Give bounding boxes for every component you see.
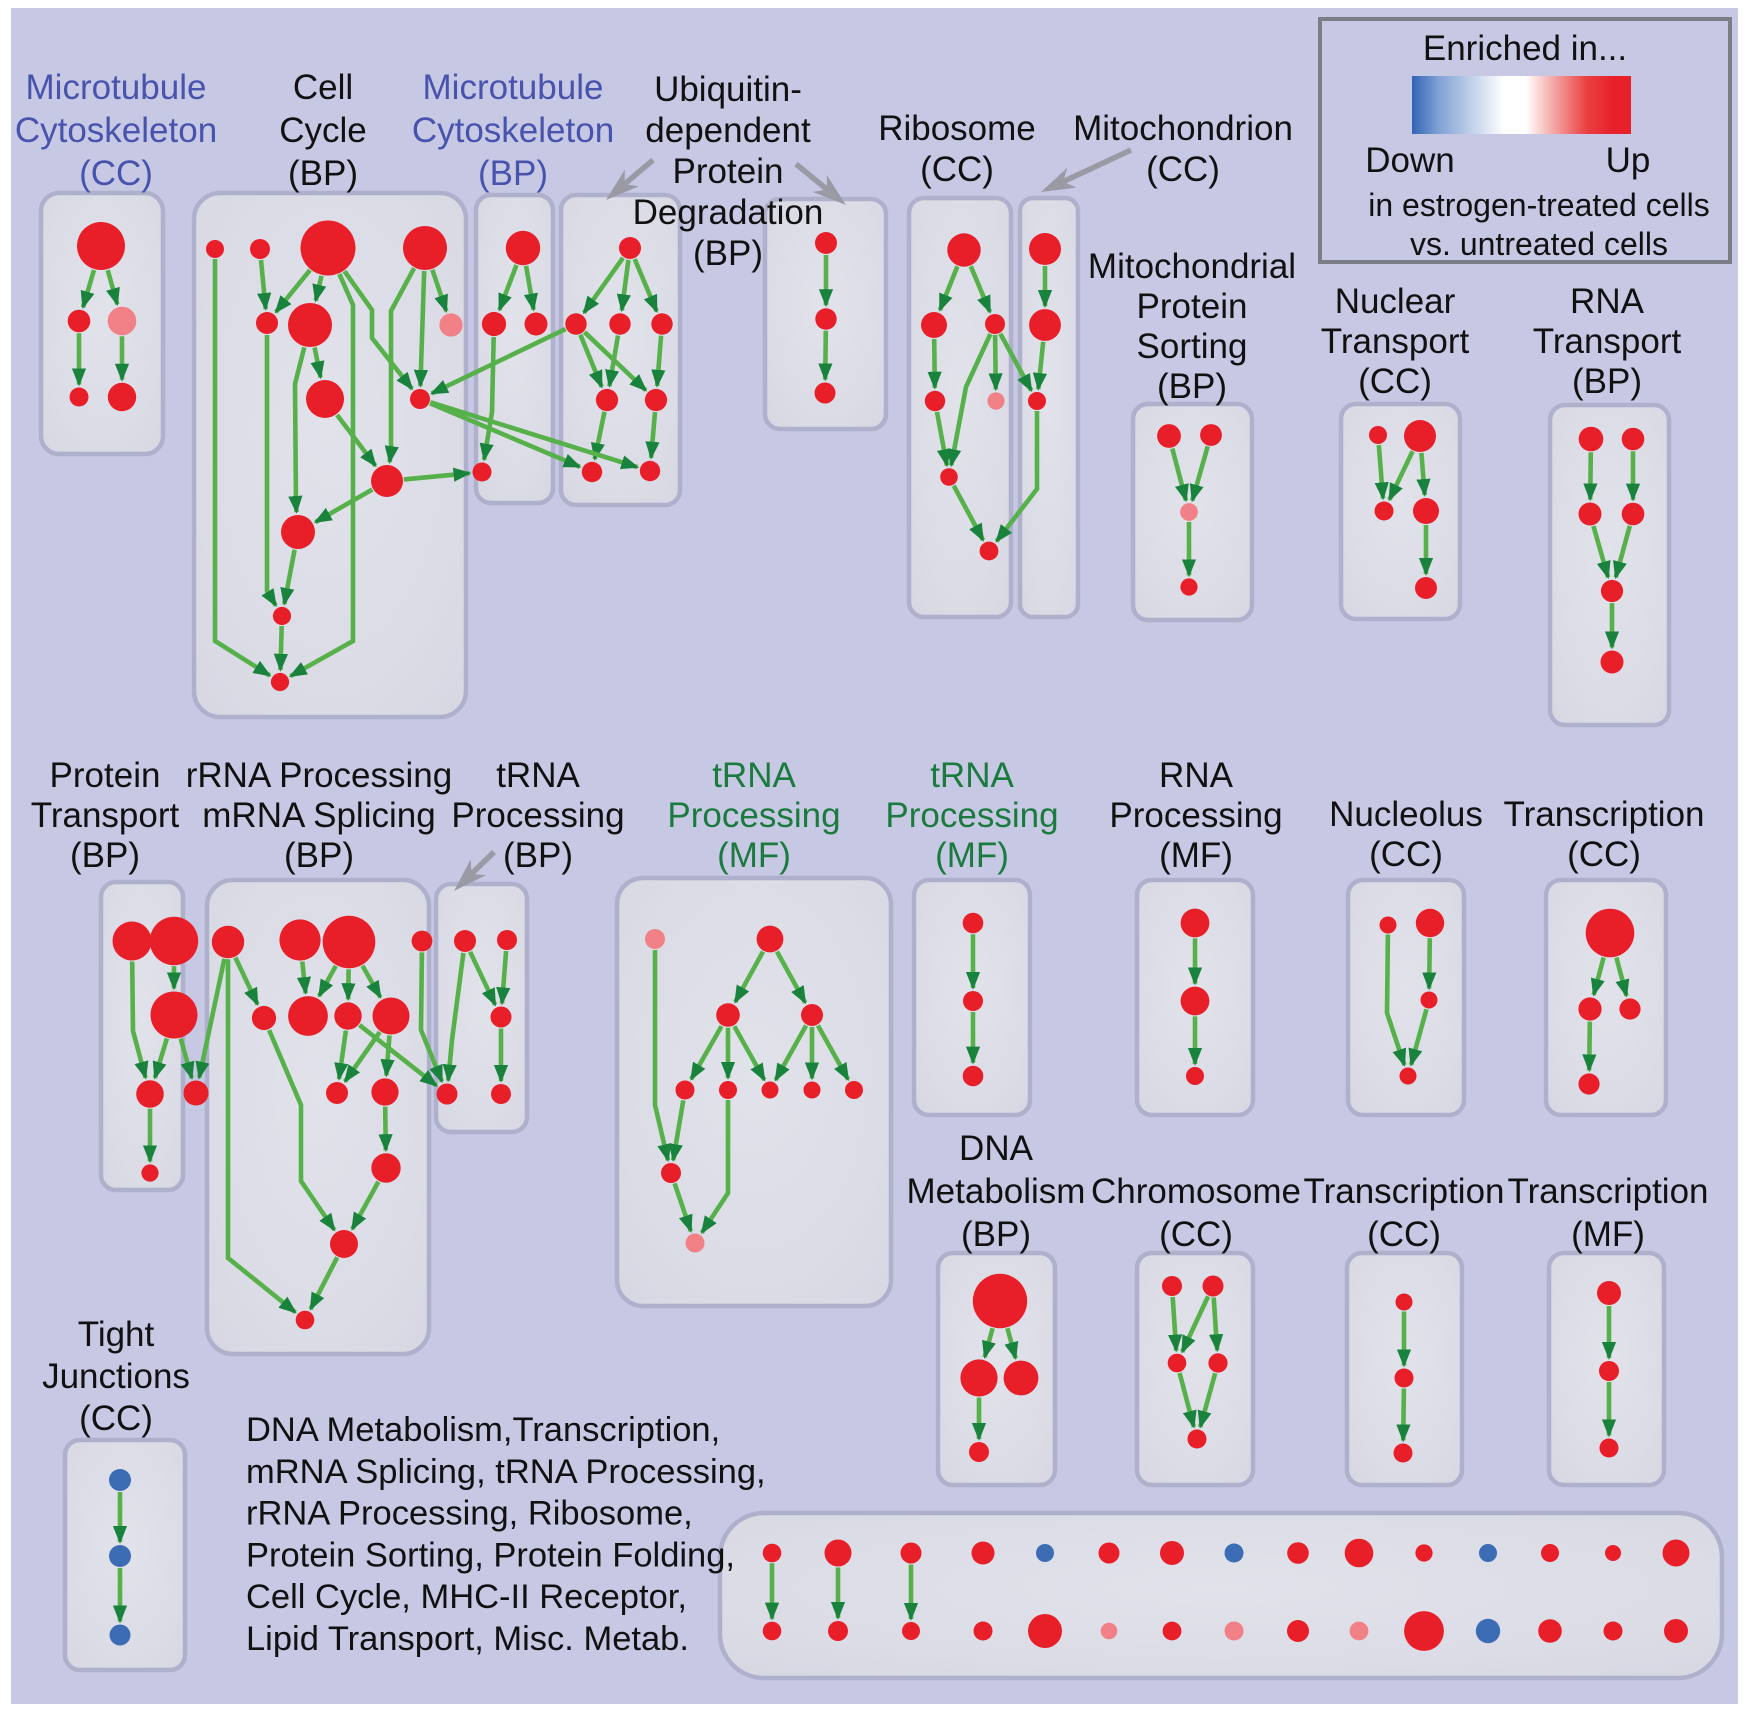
svg-text:rRNA Processing: rRNA Processing: [186, 756, 452, 795]
svg-text:(CC): (CC): [920, 150, 994, 189]
svg-text:Junctions: Junctions: [42, 1357, 190, 1396]
svg-text:Microtubule: Microtubule: [26, 68, 207, 107]
svg-text:DNA Metabolism,Transcription,: DNA Metabolism,Transcription,: [246, 1411, 720, 1449]
svg-text:Transcription: Transcription: [1504, 795, 1705, 834]
svg-text:Sorting: Sorting: [1137, 327, 1248, 366]
svg-text:(BP): (BP): [288, 154, 358, 193]
svg-text:(CC): (CC): [1369, 835, 1443, 874]
svg-text:(MF): (MF): [1159, 836, 1233, 875]
svg-text:Enriched in...: Enriched in...: [1423, 29, 1627, 68]
svg-text:Processing: Processing: [451, 796, 624, 835]
svg-text:Chromosome: Chromosome: [1091, 1172, 1301, 1211]
svg-text:Protein: Protein: [50, 756, 161, 795]
svg-text:dependent: dependent: [645, 111, 811, 150]
svg-text:mRNA Splicing: mRNA Splicing: [202, 796, 435, 835]
svg-text:DNA: DNA: [959, 1129, 1034, 1168]
svg-text:Mitochondrial: Mitochondrial: [1088, 247, 1296, 286]
svg-text:Cell: Cell: [293, 68, 353, 107]
svg-text:(CC): (CC): [1146, 150, 1220, 189]
svg-text:(BP): (BP): [284, 836, 354, 875]
svg-text:Transcription: Transcription: [1304, 1172, 1505, 1211]
svg-text:Down: Down: [1365, 141, 1454, 180]
svg-text:Processing: Processing: [667, 796, 840, 835]
svg-text:in estrogen-treated cells: in estrogen-treated cells: [1368, 187, 1710, 223]
svg-text:Degradation: Degradation: [633, 193, 824, 232]
svg-text:Processing: Processing: [1109, 796, 1282, 835]
svg-text:(CC): (CC): [79, 154, 153, 193]
svg-text:Protein Sorting, Protein Foldi: Protein Sorting, Protein Folding,: [246, 1536, 735, 1574]
svg-text:mRNA Splicing, tRNA Processing: mRNA Splicing, tRNA Processing,: [246, 1453, 766, 1491]
svg-text:(MF): (MF): [1571, 1215, 1645, 1254]
svg-text:RNA: RNA: [1570, 282, 1645, 321]
svg-text:Cell Cycle, MHC-II Receptor,: Cell Cycle, MHC-II Receptor,: [246, 1578, 687, 1616]
svg-text:(CC): (CC): [1367, 1215, 1441, 1254]
svg-text:Processing: Processing: [885, 796, 1058, 835]
svg-text:Protein: Protein: [673, 152, 784, 191]
svg-text:Microtubule: Microtubule: [423, 68, 604, 107]
svg-text:(CC): (CC): [1567, 835, 1641, 874]
svg-text:Protein: Protein: [1137, 287, 1248, 326]
svg-text:(MF): (MF): [717, 836, 791, 875]
svg-text:Transport: Transport: [1321, 322, 1470, 361]
svg-text:Transport: Transport: [31, 796, 180, 835]
svg-text:(CC): (CC): [79, 1399, 153, 1438]
svg-text:(BP): (BP): [70, 836, 140, 875]
svg-text:Cycle: Cycle: [279, 111, 367, 150]
svg-text:Transcription: Transcription: [1508, 1172, 1709, 1211]
svg-text:(BP): (BP): [1572, 362, 1642, 401]
svg-text:(CC): (CC): [1358, 362, 1432, 401]
svg-text:(MF): (MF): [935, 836, 1009, 875]
svg-text:tRNA: tRNA: [496, 756, 580, 795]
svg-text:(BP): (BP): [693, 234, 763, 273]
svg-text:RNA: RNA: [1159, 756, 1234, 795]
svg-text:Up: Up: [1606, 141, 1651, 180]
svg-text:Mitochondrion: Mitochondrion: [1073, 109, 1293, 148]
svg-text:Ubiquitin-: Ubiquitin-: [654, 70, 802, 109]
svg-text:(BP): (BP): [961, 1215, 1031, 1254]
svg-text:Cytoskeleton: Cytoskeleton: [15, 111, 217, 150]
svg-text:(BP): (BP): [1157, 367, 1227, 406]
svg-text:Nucleolus: Nucleolus: [1329, 795, 1483, 834]
svg-text:(BP): (BP): [478, 154, 548, 193]
svg-text:(BP): (BP): [503, 836, 573, 875]
svg-text:tRNA: tRNA: [712, 756, 796, 795]
svg-text:Cytoskeleton: Cytoskeleton: [412, 111, 614, 150]
svg-text:Transport: Transport: [1533, 322, 1682, 361]
svg-text:Metabolism: Metabolism: [907, 1172, 1086, 1211]
svg-text:vs. untreated cells: vs. untreated cells: [1410, 226, 1668, 262]
svg-text:Nuclear: Nuclear: [1335, 282, 1456, 321]
svg-text:Ribosome: Ribosome: [878, 109, 1036, 148]
svg-text:rRNA Processing, Ribosome,: rRNA Processing, Ribosome,: [246, 1495, 693, 1533]
svg-text:(CC): (CC): [1159, 1215, 1233, 1254]
svg-text:Tight: Tight: [78, 1315, 155, 1354]
svg-text:tRNA: tRNA: [930, 756, 1014, 795]
svg-text:Lipid Transport, Misc. Metab.: Lipid Transport, Misc. Metab.: [246, 1620, 689, 1658]
